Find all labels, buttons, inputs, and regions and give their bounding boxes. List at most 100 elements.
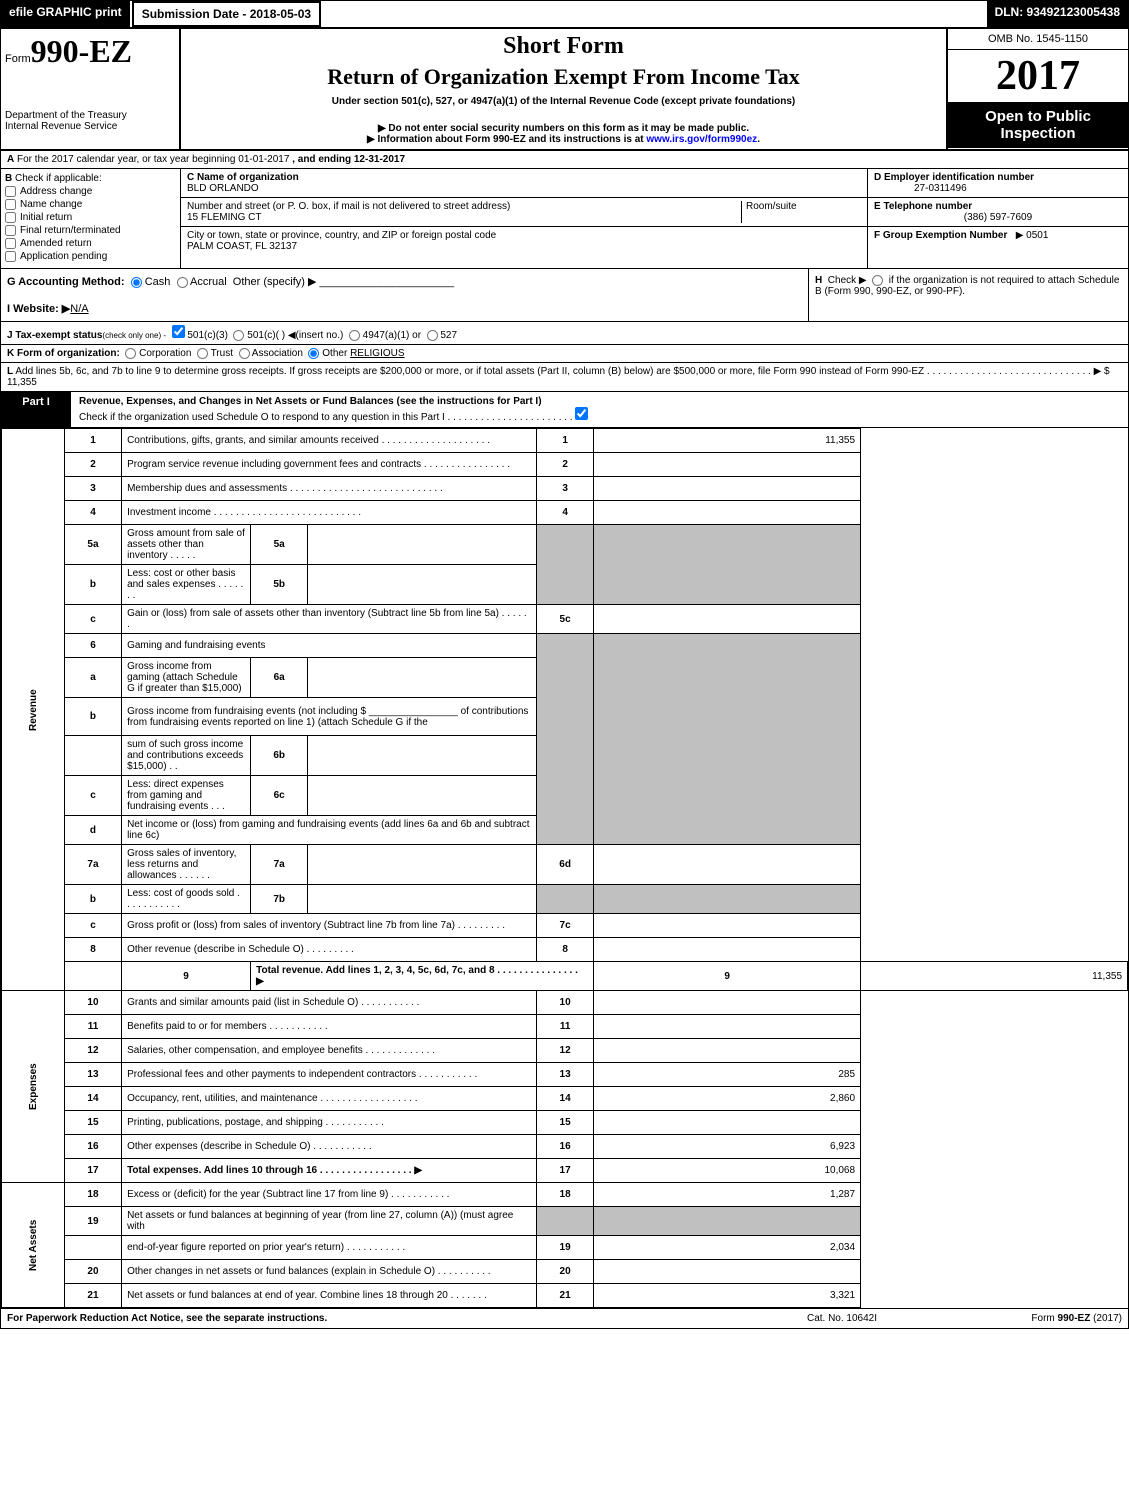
section-c: C Name of organization BLD ORLANDO Numbe…: [181, 169, 868, 268]
irs-link[interactable]: www.irs.gov/form990ez: [646, 134, 757, 145]
radio-assoc[interactable]: [239, 348, 250, 359]
check-final-return[interactable]: [5, 225, 16, 236]
check-name-change[interactable]: [5, 199, 16, 210]
line-21-val: 3,321: [594, 1284, 861, 1308]
line-6-desc: Gaming and fundraising events: [122, 634, 537, 658]
check-initial-return[interactable]: [5, 212, 16, 223]
line-6c-desc: Less: direct expenses from gaming and fu…: [122, 776, 251, 816]
cat-number: Cat. No. 10642I: [742, 1313, 942, 1324]
line-10-desc: Grants and similar amounts paid (list in…: [122, 991, 537, 1015]
radio-schedule-b[interactable]: [872, 275, 883, 286]
line-12-desc: Salaries, other compensation, and employ…: [122, 1039, 537, 1063]
radio-cash[interactable]: [131, 277, 142, 288]
org-name: BLD ORLANDO: [187, 183, 259, 194]
line-6b-sum-desc: sum of such gross income and contributio…: [122, 736, 251, 776]
section-def: D Employer identification number 27-0311…: [868, 169, 1128, 268]
part-1-title: Revenue, Expenses, and Changes in Net As…: [71, 392, 1128, 427]
paperwork-notice: For Paperwork Reduction Act Notice, see …: [7, 1313, 742, 1324]
website-label: I Website: ▶: [7, 303, 70, 315]
row-j: J Tax-exempt status(check only one) - 50…: [1, 322, 1128, 345]
top-bar: efile GRAPHIC print Submission Date - 20…: [1, 1, 1128, 29]
line-4-desc: Investment income . . . . . . . . . . . …: [122, 501, 537, 525]
row-k: K Form of organization: Corporation Trus…: [1, 345, 1128, 363]
street-label: Number and street (or P. O. box, if mail…: [187, 201, 510, 212]
tel-label: E Telephone number: [874, 201, 972, 212]
radio-accrual[interactable]: [177, 277, 188, 288]
dept-irs: Internal Revenue Service: [5, 121, 175, 132]
part-1-header: Part I Revenue, Expenses, and Changes in…: [1, 392, 1128, 428]
line-17-val: 10,068: [594, 1159, 861, 1183]
line-18-val: 1,287: [594, 1183, 861, 1207]
line-15-desc: Printing, publications, postage, and shi…: [122, 1111, 537, 1135]
line-5a-desc: Gross amount from sale of assets other t…: [122, 525, 251, 565]
line-14-val: 2,860: [594, 1087, 861, 1111]
line-3-desc: Membership dues and assessments . . . . …: [122, 477, 537, 501]
short-form-title: Short Form: [185, 33, 942, 60]
line-7a-desc: Gross sales of inventory, less returns a…: [122, 845, 251, 885]
radio-corp[interactable]: [125, 348, 136, 359]
ein-value: 27-0311496: [874, 183, 967, 194]
net-assets-label: Net Assets: [2, 1183, 65, 1308]
footer: For Paperwork Reduction Act Notice, see …: [1, 1308, 1128, 1328]
dept-treasury: Department of the Treasury: [5, 110, 175, 121]
line-17-desc: Total expenses. Add lines 10 through 16 …: [122, 1159, 537, 1183]
line-16-desc: Other expenses (describe in Schedule O) …: [122, 1135, 537, 1159]
do-not-enter: ▶ Do not enter social security numbers o…: [185, 123, 942, 134]
radio-4947[interactable]: [349, 330, 360, 341]
line-13-desc: Professional fees and other payments to …: [122, 1063, 537, 1087]
line-9-val: 11,355: [861, 962, 1128, 991]
other-org-value: RELIGIOUS: [350, 348, 404, 359]
efile-print-button[interactable]: efile GRAPHIC print: [1, 1, 130, 27]
line-5b-desc: Less: cost or other basis and sales expe…: [122, 565, 251, 605]
header: Form990-EZ Department of the Treasury In…: [1, 29, 1128, 151]
tel-value: (386) 597-7609: [874, 212, 1122, 223]
check-amended-return[interactable]: [5, 238, 16, 249]
check-application-pending[interactable]: [5, 251, 16, 262]
open-to-public: Open to Public Inspection: [948, 102, 1128, 148]
radio-527[interactable]: [427, 330, 438, 341]
header-center: Short Form Return of Organization Exempt…: [181, 29, 948, 149]
part-1-table: Revenue 1Contributions, gifts, grants, a…: [1, 428, 1128, 1308]
line-8-desc: Other revenue (describe in Schedule O) .…: [122, 938, 537, 962]
line-18-desc: Excess or (deficit) for the year (Subtra…: [122, 1183, 537, 1207]
line-13-val: 285: [594, 1063, 861, 1087]
line-6d-desc: Net income or (loss) from gaming and fun…: [122, 816, 537, 845]
form-prefix: Form: [5, 53, 31, 65]
line-19b-desc: end-of-year figure reported on prior yea…: [122, 1236, 537, 1260]
check-address-change[interactable]: [5, 186, 16, 197]
line-20-desc: Other changes in net assets or fund bala…: [122, 1260, 537, 1284]
room-suite-label: Room/suite: [746, 201, 797, 212]
row-l: L Add lines 5b, 6c, and 7b to line 9 to …: [1, 363, 1128, 392]
line-14-desc: Occupancy, rent, utilities, and maintena…: [122, 1087, 537, 1111]
submission-date: Submission Date - 2018-05-03: [132, 1, 321, 27]
group-value: ▶ 0501: [1016, 230, 1049, 241]
line-19-val: 2,034: [594, 1236, 861, 1260]
tax-year: 2017: [948, 50, 1128, 102]
line-21-desc: Net assets or fund balances at end of ye…: [122, 1284, 537, 1308]
ein-label: D Employer identification number: [874, 172, 1034, 183]
accounting-label: G Accounting Method:: [7, 276, 125, 288]
form-footer: Form 990-EZ (2017): [942, 1313, 1122, 1324]
expenses-label: Expenses: [2, 991, 65, 1183]
radio-trust[interactable]: [197, 348, 208, 359]
section-b: B Check if applicable: Address change Na…: [1, 169, 181, 268]
revenue-label: Revenue: [2, 429, 65, 991]
check-501c3[interactable]: [172, 325, 185, 338]
row-gh: G Accounting Method: Cash Accrual Other …: [1, 269, 1128, 322]
line-a: A For the 2017 calendar year, or tax yea…: [1, 151, 1128, 169]
radio-other-org[interactable]: [308, 348, 319, 359]
omb-number: OMB No. 1545-1150: [948, 29, 1128, 50]
part-1-label: Part I: [1, 392, 71, 427]
line-6b-desc: Gross income from fundraising events (no…: [122, 698, 537, 736]
radio-501c[interactable]: [233, 330, 244, 341]
line-9-desc: Total revenue. Add lines 1, 2, 3, 4, 5c,…: [251, 962, 594, 991]
h-label: H: [815, 275, 822, 286]
group-label: F Group Exemption Number: [874, 230, 1007, 241]
org-name-label: C Name of organization: [187, 172, 299, 183]
check-schedule-o[interactable]: [575, 407, 588, 420]
dln-number: DLN: 93492123005438: [987, 1, 1128, 27]
header-left: Form990-EZ Department of the Treasury In…: [1, 29, 181, 149]
return-title: Return of Organization Exempt From Incom…: [185, 64, 942, 90]
line-11-desc: Benefits paid to or for members . . . . …: [122, 1015, 537, 1039]
website-value: N/A: [70, 303, 88, 315]
